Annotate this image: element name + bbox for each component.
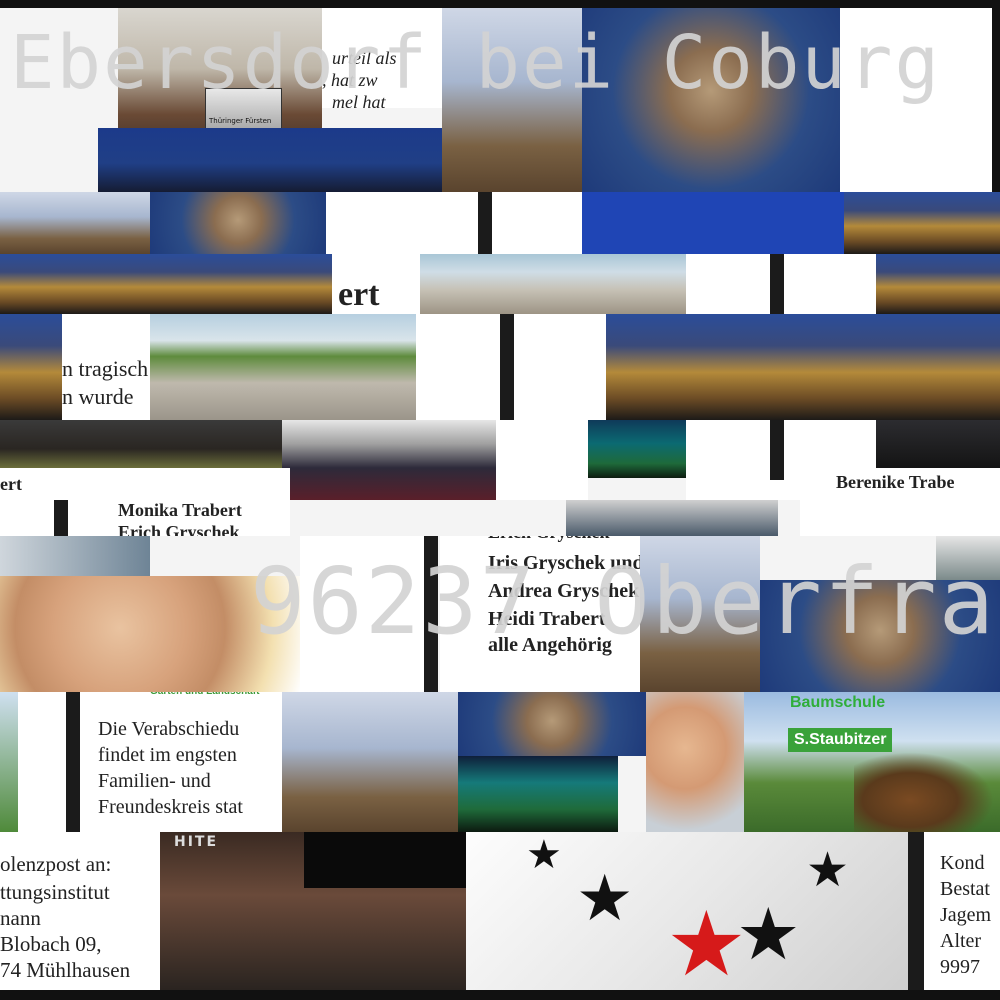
photo-star-shirt: ★ ★ ★ ★ ★ [466, 832, 908, 990]
photo-dancers [566, 500, 778, 536]
blank-panel-row5 [496, 420, 588, 500]
text-fragment-heading: ert [332, 254, 420, 314]
frame-top [0, 0, 1000, 8]
photo-blurred-left [0, 536, 150, 576]
photo-garden-left [0, 692, 18, 832]
headline-overlay: Ebersdorf bei Coburg [10, 20, 942, 106]
farewell-line-2: findet im engsten [98, 744, 237, 766]
name-relatives: alle Angehörig [488, 634, 612, 656]
photo-eagle-right [760, 580, 1000, 692]
name-iris: Iris Gryschek und Alec [488, 552, 640, 574]
fragment-top-3: mel hat [332, 92, 386, 108]
photo-festival-crowd [282, 420, 496, 500]
name-andrea: Andrea Gryschek-Liehr [488, 580, 640, 602]
condolence-line-5: 74 Mühlhausen [0, 958, 131, 982]
subline-overlay: 96237 Oberfranken [250, 548, 1000, 655]
fragment-tragic-1: n tragisch [62, 356, 149, 381]
book-title-line-1: Thüringer Fürsten [209, 117, 272, 125]
text-condolence: olenzpost an: ttungsinstitut nann Blobac… [0, 832, 160, 990]
garden-label: Garten und Landschaft- [150, 692, 263, 697]
star-icon: ★ [576, 862, 634, 936]
divider-bar-7 [66, 692, 80, 832]
star-icon: ★ [736, 892, 801, 976]
text-names-center: Erich Gryschek Iris Gryschek und Alec An… [440, 536, 640, 692]
photo-man-face [0, 576, 300, 692]
condolence-line-4: Blobach 09, [0, 932, 102, 956]
name-erich-left: Erich Gryschek [118, 522, 240, 536]
farewell-line-1: Die Verabschiedu [98, 718, 240, 740]
photo-road-right [936, 536, 1000, 580]
kond-line-2: Bestat [940, 878, 990, 900]
frame-right [992, 0, 1000, 192]
blank-panel-row2 [326, 192, 582, 254]
fragment-heading: ert [338, 276, 380, 313]
blank-panel-top-right [840, 8, 992, 192]
photo-wooden-eagle [582, 8, 840, 192]
text-fragment-top: urteil als , hat zw mel hat [322, 8, 442, 108]
photo-bar-stools [282, 692, 458, 832]
photo-castle-row2 [844, 192, 1000, 254]
fragment-top-2: , hat zw [322, 70, 378, 90]
photo-night-street [876, 420, 1000, 468]
black-block [304, 832, 466, 888]
photo-cobblestone [0, 420, 282, 468]
farewell-line-3: Familien- und [98, 770, 211, 792]
divider-bar-4 [770, 420, 784, 480]
photo-tower-night [98, 128, 442, 192]
kond-line-4: Alter [940, 930, 982, 952]
kond-line-3: Jagem [940, 904, 992, 926]
star-icon: ★ [526, 832, 562, 878]
star-icon: ★ [806, 842, 850, 898]
text-fragment-tragic: n tragisch n wurde [62, 314, 150, 420]
kond-line-1: Kond [940, 852, 985, 874]
divider-bar-1 [478, 192, 492, 254]
horse-rider [854, 752, 994, 832]
farewell-line-4: Freundeskreis stat [98, 796, 243, 818]
condolence-line-3: nann [0, 906, 41, 930]
fragment-top-1: urteil als [332, 48, 397, 68]
divider-bar-8 [908, 832, 924, 990]
fragment-left: ert [0, 474, 22, 494]
text-names-left: ert Monika Trabert Erich Gryschek [0, 468, 290, 536]
photo-stage-performer [588, 420, 686, 478]
photo-band-concert [458, 756, 618, 832]
condolence-line-1: olenzpost an: [0, 852, 112, 876]
nursery-sign: S.Staubitzer [788, 728, 893, 752]
name-berenike: Berenike Trabe [836, 472, 955, 492]
photo-rail-tracks [150, 314, 416, 420]
photo-room-stools [0, 192, 150, 254]
blank-panel-mid [300, 536, 424, 692]
condolence-line-2: ttungsinstitut [0, 880, 110, 904]
photo-castle-illuminated [0, 254, 332, 314]
photo-tree-nursery: Baumschule S.Staubitzer [744, 692, 1000, 832]
divider-bar-6 [424, 536, 438, 692]
frame-bottom [0, 990, 1000, 1000]
divider-bar-3 [500, 314, 514, 420]
name-monika: Monika Trabert [118, 500, 242, 520]
photo-interior-window [442, 8, 582, 192]
fragment-tragic-2: n wurde [62, 384, 134, 409]
photo-interior-center [640, 536, 760, 692]
photo-eagle-lower [458, 692, 646, 756]
shirt-print: HITE [174, 834, 219, 850]
photo-castle-tower [876, 254, 1000, 314]
divider-bar-2 [770, 254, 784, 314]
text-farewell: Garten und Landschaft- Die Verabschiedu … [18, 692, 282, 832]
kond-line-5: 9997 [940, 956, 980, 978]
nursery-name: Baumschule [790, 694, 886, 711]
name-erich-center: Erich Gryschek [488, 536, 610, 543]
photo-blue-sky [582, 192, 844, 254]
red-star-icon: ★ [666, 892, 747, 990]
photo-eagle-detail [150, 192, 326, 254]
photo-castle-left [0, 314, 62, 420]
photo-castle-courtyard [606, 314, 1000, 420]
text-condolence-right: Kond Bestat Jagem Alter 9997 [924, 832, 1000, 990]
photo-railway-bridge [420, 254, 686, 314]
text-names-right: In u Berenike Trabe [800, 468, 1000, 536]
name-heidi: Heidi Trabert [488, 608, 606, 630]
divider-bar-5 [54, 500, 68, 536]
photo-smiling-man [646, 692, 744, 832]
